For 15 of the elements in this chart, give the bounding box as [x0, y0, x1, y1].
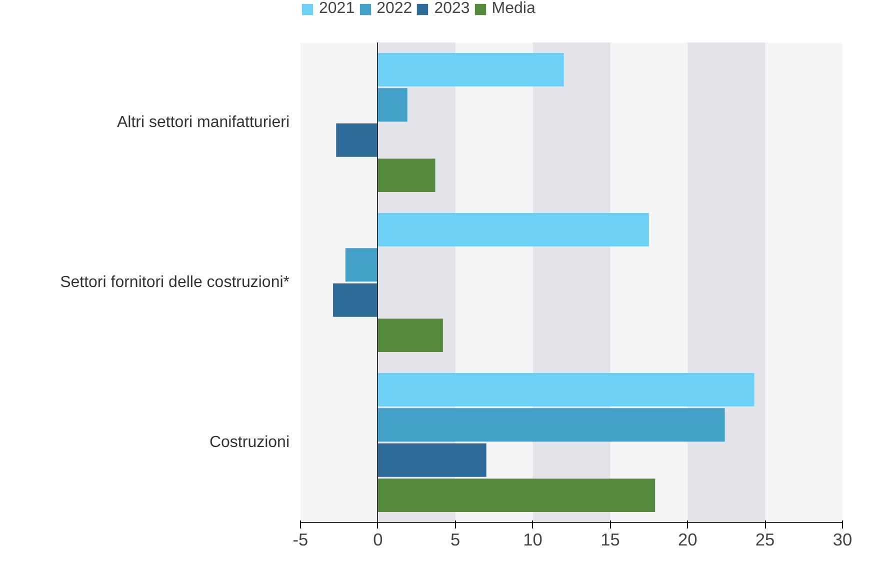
- x-tick-label: 5: [450, 530, 460, 550]
- x-tick-label: 15: [600, 530, 620, 550]
- x-tick-label: 25: [755, 530, 775, 550]
- x-tick-label: 10: [523, 530, 542, 550]
- y-tick-label: Settori fornitori delle costruzioni*: [60, 274, 290, 291]
- x-tick-label: 0: [373, 530, 383, 550]
- legend-label: 2021: [319, 0, 355, 18]
- x-tick-label: 20: [678, 530, 698, 550]
- legend-label: Media: [492, 0, 536, 18]
- y-tick-label: Altri settori manifatturieri: [117, 114, 290, 131]
- legend-label: 2023: [434, 0, 470, 18]
- x-tick-label: 30: [832, 530, 852, 550]
- x-tick-label: -5: [292, 530, 308, 550]
- y-tick-label: Costruzioni: [209, 434, 290, 451]
- legend-label: 2022: [376, 0, 412, 18]
